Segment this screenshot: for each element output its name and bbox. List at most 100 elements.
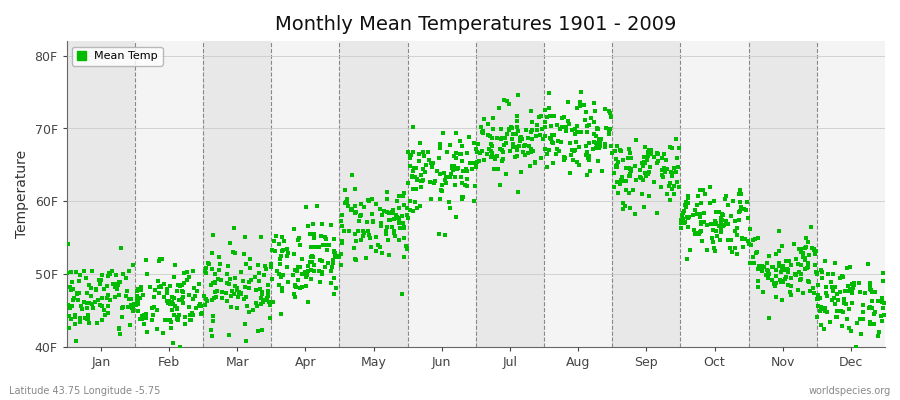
Point <box>100 283 114 290</box>
Point <box>454 196 469 202</box>
Point <box>745 237 760 244</box>
Point <box>400 205 414 212</box>
Point <box>327 248 341 255</box>
Point <box>512 143 526 149</box>
Point <box>694 219 708 225</box>
Point <box>130 288 145 294</box>
Point <box>358 255 373 261</box>
Point <box>454 142 469 149</box>
Point <box>607 170 621 176</box>
Point <box>672 145 687 152</box>
Point <box>381 237 395 244</box>
Point <box>755 263 770 270</box>
Point <box>211 276 225 283</box>
Point <box>811 303 825 309</box>
Point <box>505 136 519 143</box>
Point <box>558 155 572 162</box>
Point <box>158 280 172 287</box>
Point <box>481 132 495 138</box>
Point <box>863 304 878 310</box>
Point <box>400 214 415 221</box>
Point <box>527 160 542 166</box>
Point <box>397 202 411 208</box>
Point <box>319 234 333 240</box>
Point <box>508 154 523 161</box>
Point <box>204 250 219 256</box>
Point <box>801 260 815 267</box>
Point <box>94 301 108 308</box>
Point <box>588 108 602 114</box>
Point <box>755 268 770 274</box>
Point <box>784 283 798 289</box>
Point <box>233 290 248 296</box>
Point <box>827 284 842 290</box>
Point <box>840 316 854 323</box>
Point <box>616 206 630 212</box>
Point <box>598 124 613 131</box>
Point <box>276 272 291 278</box>
Point <box>344 207 358 214</box>
Point <box>561 118 575 124</box>
Point <box>524 149 538 156</box>
Point <box>738 236 752 242</box>
Point <box>265 247 279 253</box>
Point <box>835 272 850 279</box>
Point <box>395 220 410 226</box>
Point <box>708 228 723 234</box>
Point <box>501 125 516 132</box>
Point <box>715 211 729 218</box>
Point <box>307 235 321 241</box>
Point <box>625 155 639 162</box>
Point <box>500 98 515 104</box>
Point <box>190 288 204 294</box>
Point <box>603 114 617 120</box>
Point <box>78 275 93 282</box>
Point <box>636 176 651 183</box>
Point <box>324 222 338 228</box>
Point <box>133 295 148 302</box>
Point <box>67 296 81 303</box>
Point <box>636 159 651 166</box>
Point <box>72 350 86 357</box>
Point <box>147 303 161 310</box>
Point <box>102 270 116 276</box>
Point <box>716 222 731 228</box>
Point <box>781 258 796 264</box>
Point <box>139 311 153 317</box>
Point <box>842 288 856 294</box>
Point <box>770 266 784 273</box>
Point <box>264 263 278 270</box>
Point <box>64 316 78 322</box>
Point <box>365 218 380 224</box>
Point <box>337 228 351 234</box>
Point <box>490 152 504 159</box>
Point <box>856 302 870 308</box>
Point <box>259 266 274 272</box>
Bar <box>135 41 203 347</box>
Point <box>186 296 201 302</box>
Point <box>223 293 238 299</box>
Point <box>759 272 773 278</box>
Point <box>455 158 470 164</box>
Point <box>471 141 485 147</box>
Point <box>386 207 400 213</box>
Point <box>380 209 394 215</box>
Point <box>875 317 889 324</box>
Point <box>619 186 634 193</box>
Point <box>332 254 347 260</box>
Point <box>248 274 262 280</box>
Point <box>579 109 593 115</box>
Point <box>484 140 499 147</box>
Point <box>658 169 672 175</box>
Point <box>112 326 127 332</box>
Point <box>717 196 732 202</box>
Point <box>730 225 744 232</box>
Point <box>405 148 419 155</box>
Point <box>562 170 577 177</box>
Point <box>535 126 549 132</box>
Point <box>397 224 411 231</box>
Point <box>387 216 401 222</box>
Point <box>573 129 588 135</box>
Point <box>550 146 564 153</box>
Point <box>863 280 878 286</box>
